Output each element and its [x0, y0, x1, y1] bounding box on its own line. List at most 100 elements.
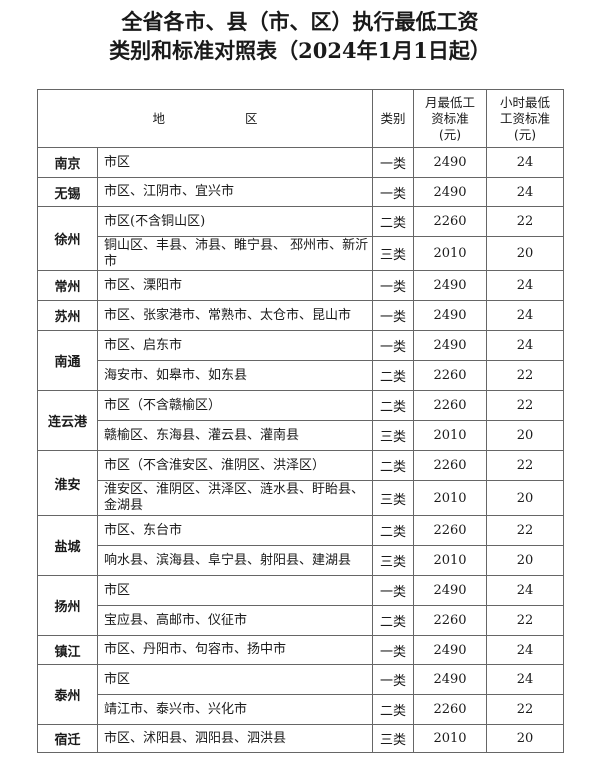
city-cell: 常州 — [37, 270, 98, 301]
hourly-wage-cell: 22 — [486, 515, 564, 546]
document-title-line1: 全省各市、县（市、区）执行最低工资 — [121, 9, 479, 34]
table-row: 海安市、如皋市、如东县 二类 2260 22 — [38, 360, 564, 391]
header-hourly: 小时最低工资标准(元) — [486, 89, 564, 148]
district-cell: 市区、丹阳市、句容市、扬中市 — [97, 635, 373, 665]
category-cell: 一类 — [372, 177, 414, 207]
district-cell: 市区、东台市 — [97, 515, 373, 546]
district-cell: 赣榆区、东海县、灌云县、灌南县 — [97, 420, 373, 451]
hourly-wage-cell: 22 — [486, 450, 564, 481]
district-cell: 宝应县、高邮市、仪征市 — [97, 605, 373, 636]
category-cell: 二类 — [372, 360, 414, 391]
table-row: 淮安 市区（不含淮安区、淮阴区、洪泽区） 二类 2260 22 — [37, 450, 564, 516]
header-area: 地区 — [37, 89, 373, 148]
city-cell: 无锡 — [37, 177, 98, 207]
table-row: 宿迁 市区、沭阳县、泗阳县、泗洪县 三类 2010 20 — [37, 724, 564, 753]
district-cell: 市区 — [97, 575, 373, 606]
hourly-wage-cell: 24 — [486, 330, 564, 361]
table-row: 赣榆区、东海县、灌云县、灌南县 三类 2010 20 — [38, 420, 564, 451]
category-cell: 一类 — [372, 270, 414, 301]
district-cell: 市区、溧阳市 — [97, 270, 373, 301]
header-area-char: 地 — [152, 110, 165, 126]
district-cell: 铜山区、丰县、沛县、睢宁县、 邳州市、新沂市 — [97, 236, 373, 271]
table-row: 宝应县、高邮市、仪征市 二类 2260 22 — [38, 605, 564, 636]
category-cell: 一类 — [372, 300, 414, 331]
table-row: 南通 市区、启东市 一类 2490 24 — [37, 330, 564, 391]
monthly-wage-cell: 2260 — [413, 450, 487, 481]
monthly-wage-cell: 2260 — [413, 390, 487, 421]
monthly-wage-cell: 2490 — [413, 664, 487, 695]
table-row: 泰州 市区 一类 2490 24 — [37, 664, 564, 725]
monthly-wage-cell: 2490 — [413, 300, 487, 331]
table-row: 镇江 市区、丹阳市、句容市、扬中市 一类 2490 24 — [37, 635, 564, 665]
city-cell: 南京 — [37, 147, 98, 178]
category-cell: 二类 — [372, 206, 414, 237]
table-row: 靖江市、泰兴市、兴化市 二类 2260 22 — [38, 694, 564, 725]
table-header-row: 地区 类别 月最低工资标准(元) 小时最低工资标准(元) — [37, 89, 564, 148]
category-cell: 一类 — [372, 575, 414, 606]
district-cell: 市区 — [97, 147, 373, 178]
district-cell: 市区(不含铜山区) — [97, 206, 373, 237]
hourly-wage-cell: 22 — [486, 390, 564, 421]
hourly-wage-cell: 20 — [486, 480, 564, 516]
category-cell: 一类 — [372, 664, 414, 695]
monthly-wage-cell: 2490 — [413, 270, 487, 301]
table-row: 响水县、滨海县、阜宁县、射阳县、建湖县 三类 2010 20 — [38, 545, 564, 576]
hourly-wage-cell: 22 — [486, 694, 564, 725]
hourly-wage-cell: 20 — [486, 420, 564, 451]
district-cell: 市区 — [97, 664, 373, 695]
district-cell: 市区、启东市 — [97, 330, 373, 361]
monthly-wage-cell: 2490 — [413, 330, 487, 361]
category-cell: 三类 — [372, 724, 414, 753]
monthly-wage-cell: 2010 — [413, 545, 487, 576]
hourly-wage-cell: 24 — [486, 147, 564, 178]
header-monthly: 月最低工资标准(元) — [413, 89, 487, 148]
hourly-wage-cell: 20 — [486, 724, 564, 753]
table-row: 苏州 市区、张家港市、常熟市、太仓市、昆山市 一类 2490 24 — [37, 300, 564, 331]
monthly-wage-cell: 2490 — [413, 575, 487, 606]
category-cell: 三类 — [372, 480, 414, 516]
category-cell: 二类 — [372, 515, 414, 546]
hourly-wage-cell: 20 — [486, 236, 564, 271]
monthly-wage-cell: 2010 — [413, 236, 487, 271]
hourly-wage-cell: 24 — [486, 177, 564, 207]
district-cell: 市区（不含赣榆区） — [97, 390, 373, 421]
table-row: 无锡 市区、江阴市、宜兴市 一类 2490 24 — [37, 177, 564, 207]
city-cell: 镇江 — [37, 635, 98, 665]
hourly-wage-cell: 24 — [486, 664, 564, 695]
hourly-wage-cell: 24 — [486, 300, 564, 331]
monthly-wage-cell: 2260 — [413, 605, 487, 636]
hourly-wage-cell: 22 — [486, 360, 564, 391]
category-cell: 二类 — [372, 605, 414, 636]
category-cell: 一类 — [372, 330, 414, 361]
district-cell: 海安市、如皋市、如东县 — [97, 360, 373, 391]
category-cell: 二类 — [372, 390, 414, 421]
category-cell: 三类 — [372, 545, 414, 576]
city-cell: 连云港 — [37, 390, 98, 451]
monthly-wage-cell: 2490 — [413, 147, 487, 178]
city-cell: 淮安 — [37, 450, 98, 516]
document-title-line2: 类别和标准对照表（2024年1月1日起） — [109, 38, 491, 63]
city-cell: 苏州 — [37, 300, 98, 331]
monthly-wage-cell: 2490 — [413, 177, 487, 207]
hourly-wage-cell: 22 — [486, 206, 564, 237]
category-cell: 一类 — [372, 635, 414, 665]
city-cell: 南通 — [37, 330, 98, 391]
city-cell: 盐城 — [37, 515, 98, 576]
category-cell: 二类 — [372, 450, 414, 481]
district-cell: 市区、沭阳县、泗阳县、泗洪县 — [97, 724, 373, 753]
category-cell: 三类 — [372, 236, 414, 271]
table-row: 连云港 市区（不含赣榆区） 二类 2260 22 — [37, 390, 564, 451]
hourly-wage-cell: 22 — [486, 605, 564, 636]
city-cell: 徐州 — [37, 206, 98, 271]
monthly-wage-cell: 2260 — [413, 515, 487, 546]
category-cell: 二类 — [372, 694, 414, 725]
hourly-wage-cell: 24 — [486, 575, 564, 606]
table-row: 铜山区、丰县、沛县、睢宁县、 邳州市、新沂市 三类 2010 20 — [38, 236, 564, 271]
city-cell: 扬州 — [37, 575, 98, 636]
city-cell: 宿迁 — [37, 724, 98, 753]
district-cell: 靖江市、泰兴市、兴化市 — [97, 694, 373, 725]
category-cell: 一类 — [372, 147, 414, 178]
header-category: 类别 — [372, 89, 414, 148]
district-cell: 市区、江阴市、宜兴市 — [97, 177, 373, 207]
table-row: 徐州 市区(不含铜山区) 二类 2260 22 — [37, 206, 564, 271]
